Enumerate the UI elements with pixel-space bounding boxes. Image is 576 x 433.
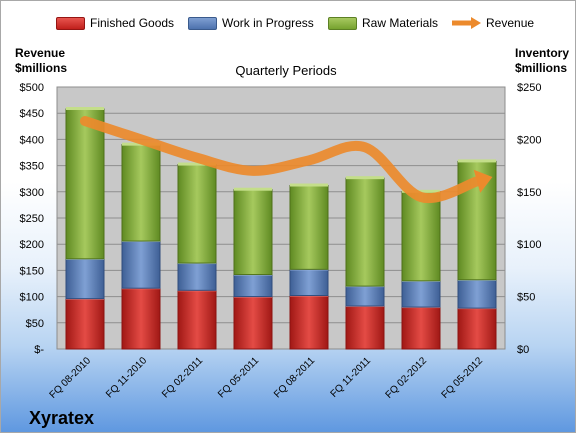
right-axis-title-line-1: Inventory xyxy=(515,46,570,60)
legend-finished-goods-label: Finished Goods xyxy=(90,16,175,30)
left-axis-title-line-2: $millions xyxy=(15,61,68,75)
bar-raw-materials-top xyxy=(290,183,328,187)
left-axis-ticks: $- $50 $100 $150 $200 $250 $300 $350 $400 $450 $50… xyxy=(20,82,45,356)
bar-raw-materials xyxy=(177,164,217,264)
right-tick-label: $0 xyxy=(517,344,529,356)
legend-finished-goods: Finished Goods xyxy=(56,16,174,30)
left-tick-label: $450 xyxy=(20,108,44,120)
bar-raw-materials-top xyxy=(402,189,440,193)
left-tick-label: $250 xyxy=(20,213,44,225)
revenue-line-swatch xyxy=(452,17,481,29)
right-tick-label: $150 xyxy=(517,187,541,199)
legend-work-in-progress: Work in Progress xyxy=(188,16,314,30)
legend-work-in-progress-label: Work in Progress xyxy=(222,16,314,30)
x-tick-label: FQ 11-2011 xyxy=(329,355,374,400)
x-tick-label: FQ 08-2011 xyxy=(272,355,317,400)
legend-raw-materials: Raw Materials xyxy=(328,16,438,30)
left-tick-label: $50 xyxy=(26,318,44,330)
bar-raw-materials-top xyxy=(234,187,272,191)
legend-revenue-label: Revenue xyxy=(486,16,535,30)
bar-raw-materials-top xyxy=(458,159,496,163)
bar-work-in-progress xyxy=(457,279,497,309)
bar-work-in-progress xyxy=(65,258,105,300)
left-tick-label: $150 xyxy=(20,265,44,277)
right-axis-title: Inventory $millions xyxy=(515,46,569,76)
bar-raw-materials-top xyxy=(178,162,216,166)
right-tick-label: $100 xyxy=(517,239,541,251)
bar-raw-materials-top xyxy=(346,176,384,180)
left-tick-label: $350 xyxy=(20,161,44,173)
revenue-line xyxy=(80,116,493,204)
bar-finished-goods xyxy=(345,305,385,350)
x-tick-label: FQ 11-2010 xyxy=(104,355,149,400)
work-in-progress-swatch xyxy=(188,16,217,30)
bar-finished-goods xyxy=(233,296,273,350)
right-axis-ticks: $0 $50 $100 $150 $200 $250 xyxy=(517,82,541,356)
bar-raw-materials xyxy=(401,191,441,282)
bar-finished-goods xyxy=(401,306,441,350)
bar-work-in-progress xyxy=(177,262,217,291)
right-tick-label: $200 xyxy=(517,134,541,146)
revenue-line-path xyxy=(80,116,482,204)
bar-finished-goods xyxy=(65,298,105,350)
bar-raw-materials xyxy=(121,144,161,242)
chart-title: Quarterly Periods xyxy=(235,63,337,78)
bar-finished-goods xyxy=(177,289,217,350)
bar-work-in-progress xyxy=(121,240,161,289)
left-tick-label: $500 xyxy=(20,82,44,94)
bar-work-in-progress xyxy=(233,274,273,298)
finished-goods-swatch xyxy=(56,16,85,30)
bar-raw-materials-top xyxy=(66,107,104,111)
bar-raw-materials xyxy=(289,185,329,270)
left-tick-label: $300 xyxy=(20,187,44,199)
legend-revenue: Revenue xyxy=(451,16,534,30)
legend-raw-materials-label: Raw Materials xyxy=(362,16,439,30)
right-tick-label: $50 xyxy=(517,292,535,304)
bar-raw-materials xyxy=(345,177,385,287)
bar-finished-goods xyxy=(121,287,161,350)
bar-work-in-progress xyxy=(401,280,441,308)
x-tick-label: FQ 08-2010 xyxy=(48,355,94,401)
x-tick-label: FQ 02-2012 xyxy=(384,355,430,401)
x-tick-label: FQ 05-2011 xyxy=(216,355,261,400)
x-tick-label: FQ 02-2011 xyxy=(160,355,205,400)
brand-name: Xyratex xyxy=(29,408,95,428)
x-axis-ticks: FQ 08-2010 FQ 11-2010 FQ 02-2011 FQ 05-2011… xyxy=(48,355,486,401)
x-tick-label: FQ 05-2012 xyxy=(440,355,486,401)
left-tick-label: $100 xyxy=(20,292,44,304)
left-axis-title: Revenue $millions xyxy=(15,46,67,76)
bar-work-in-progress xyxy=(345,285,385,307)
bar-finished-goods xyxy=(289,295,329,350)
left-tick-label: $- xyxy=(34,344,44,356)
right-tick-label: $250 xyxy=(517,82,541,94)
left-tick-label: $400 xyxy=(20,134,44,146)
bar-raw-materials xyxy=(65,108,105,260)
left-tick-label: $200 xyxy=(20,239,44,251)
bar-finished-goods xyxy=(457,307,497,350)
left-axis-title-line-1: Revenue xyxy=(15,46,66,60)
right-axis-title-line-2: $millions xyxy=(515,61,568,75)
raw-materials-swatch xyxy=(328,16,357,30)
revenue-arrow-head xyxy=(473,169,493,193)
bar-raw-materials xyxy=(233,189,273,276)
bars xyxy=(65,107,497,350)
bar-work-in-progress xyxy=(289,268,329,297)
